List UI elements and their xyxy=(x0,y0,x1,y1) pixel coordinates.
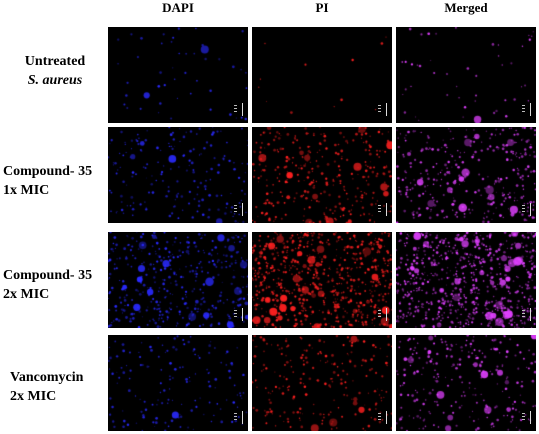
row-label-line1: Vancomycin xyxy=(10,370,84,385)
micrograph-canvas xyxy=(252,127,392,223)
scale-bar-line xyxy=(386,411,387,424)
scale-bar-line xyxy=(530,308,531,321)
row-label-line1: Compound- 35 xyxy=(3,164,93,179)
row-label-line2: 2x MIC xyxy=(3,287,50,302)
micrograph-canvas xyxy=(396,335,536,431)
micrograph-canvas xyxy=(396,232,536,328)
micrograph-vancomycin-2x-pi xyxy=(252,335,392,431)
scale-bar xyxy=(522,203,531,216)
scale-bar xyxy=(234,308,243,321)
scale-bar-ticks xyxy=(234,413,237,422)
micrograph-vancomycin-2x-merged xyxy=(396,335,536,431)
micrograph-vancomycin-2x-dapi xyxy=(108,335,248,431)
column-header-dapi: DAPI xyxy=(162,0,194,15)
scale-bar xyxy=(378,308,387,321)
scale-bar-ticks xyxy=(234,310,237,319)
scale-bar xyxy=(234,203,243,216)
micrograph-canvas xyxy=(108,335,248,431)
micrograph-compound35-2x-merged xyxy=(396,232,536,328)
micrograph-canvas xyxy=(252,335,392,431)
scale-bar-line xyxy=(242,411,243,424)
scale-bar-ticks xyxy=(234,205,237,214)
scale-bar-ticks xyxy=(378,413,381,422)
scale-bar-line xyxy=(530,103,531,116)
micrograph-canvas xyxy=(252,232,392,328)
scale-bar-line xyxy=(530,203,531,216)
scale-bar xyxy=(378,203,387,216)
micrograph-compound35-2x-dapi xyxy=(108,232,248,328)
scale-bar xyxy=(522,411,531,424)
micrograph-canvas xyxy=(396,27,536,123)
scale-bar-ticks xyxy=(234,105,237,114)
scale-bar-line xyxy=(530,411,531,424)
micrograph-compound35-1x-pi xyxy=(252,127,392,223)
scale-bar-line xyxy=(242,203,243,216)
row-label-vancomycin-2x: Vancomycin 2x MIC xyxy=(10,368,114,406)
row-label-compound35-1x: Compound- 35 1x MIC xyxy=(3,162,107,200)
scale-bar-ticks xyxy=(378,310,381,319)
row-label-line2: S. aureus xyxy=(27,73,83,88)
scale-bar xyxy=(378,411,387,424)
micrograph-untreated-pi xyxy=(252,27,392,123)
row-label-compound35-2x: Compound- 35 2x MIC xyxy=(3,266,107,304)
row-label-line1: Untreated xyxy=(24,54,86,69)
scale-bar-ticks xyxy=(522,105,525,114)
row-label-line2: 1x MIC xyxy=(3,183,50,198)
micrograph-canvas xyxy=(108,27,248,123)
scale-bar-ticks xyxy=(522,310,525,319)
column-header-pi: PI xyxy=(315,0,329,15)
scale-bar xyxy=(378,103,387,116)
scale-bar-line xyxy=(242,308,243,321)
scale-bar xyxy=(522,103,531,116)
row-label-line2: 2x MIC xyxy=(10,389,57,404)
scale-bar xyxy=(234,103,243,116)
scale-bar xyxy=(234,411,243,424)
micrograph-compound35-2x-pi xyxy=(252,232,392,328)
scale-bar xyxy=(522,308,531,321)
micrograph-canvas xyxy=(396,127,536,223)
scale-bar-line xyxy=(242,103,243,116)
micrograph-canvas xyxy=(108,232,248,328)
scale-bar-ticks xyxy=(378,205,381,214)
scale-bar-ticks xyxy=(522,413,525,422)
micrograph-untreated-merged xyxy=(396,27,536,123)
micrograph-compound35-1x-merged xyxy=(396,127,536,223)
column-header-merged: Merged xyxy=(444,0,488,15)
micrograph-canvas xyxy=(252,27,392,123)
row-label-line1: Compound- 35 xyxy=(3,268,93,283)
micrograph-compound35-1x-dapi xyxy=(108,127,248,223)
scale-bar-line xyxy=(386,203,387,216)
row-label-untreated: Untreated S. aureus xyxy=(15,52,95,90)
micrograph-canvas xyxy=(108,127,248,223)
scale-bar-line xyxy=(386,103,387,116)
scale-bar-line xyxy=(386,308,387,321)
micrograph-untreated-dapi xyxy=(108,27,248,123)
scale-bar-ticks xyxy=(378,105,381,114)
scale-bar-ticks xyxy=(522,205,525,214)
